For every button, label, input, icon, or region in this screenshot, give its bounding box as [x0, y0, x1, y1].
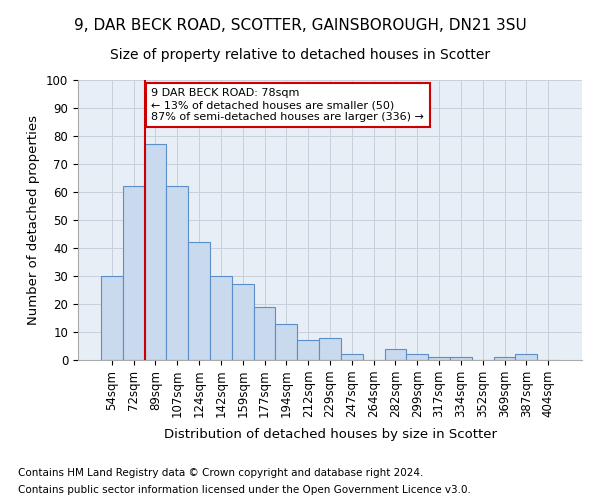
Text: 9, DAR BECK ROAD, SCOTTER, GAINSBOROUGH, DN21 3SU: 9, DAR BECK ROAD, SCOTTER, GAINSBOROUGH,… — [74, 18, 526, 32]
Bar — [406, 354, 428, 360]
Bar — [297, 340, 319, 360]
X-axis label: Distribution of detached houses by size in Scotter: Distribution of detached houses by size … — [163, 428, 497, 442]
Bar — [450, 357, 472, 360]
Bar — [166, 186, 188, 360]
Bar — [188, 242, 210, 360]
Bar — [515, 354, 537, 360]
Bar — [385, 349, 406, 360]
Text: Contains HM Land Registry data © Crown copyright and database right 2024.: Contains HM Land Registry data © Crown c… — [18, 468, 424, 477]
Bar — [275, 324, 297, 360]
Bar — [123, 186, 145, 360]
Bar — [428, 357, 450, 360]
Text: 9 DAR BECK ROAD: 78sqm
← 13% of detached houses are smaller (50)
87% of semi-det: 9 DAR BECK ROAD: 78sqm ← 13% of detached… — [151, 88, 424, 122]
Y-axis label: Number of detached properties: Number of detached properties — [28, 115, 40, 325]
Text: Size of property relative to detached houses in Scotter: Size of property relative to detached ho… — [110, 48, 490, 62]
Bar — [494, 357, 515, 360]
Bar — [341, 354, 363, 360]
Bar — [210, 276, 232, 360]
Bar — [101, 276, 123, 360]
Text: Contains public sector information licensed under the Open Government Licence v3: Contains public sector information licen… — [18, 485, 471, 495]
Bar — [232, 284, 254, 360]
Bar — [145, 144, 166, 360]
Bar — [254, 307, 275, 360]
Bar — [319, 338, 341, 360]
